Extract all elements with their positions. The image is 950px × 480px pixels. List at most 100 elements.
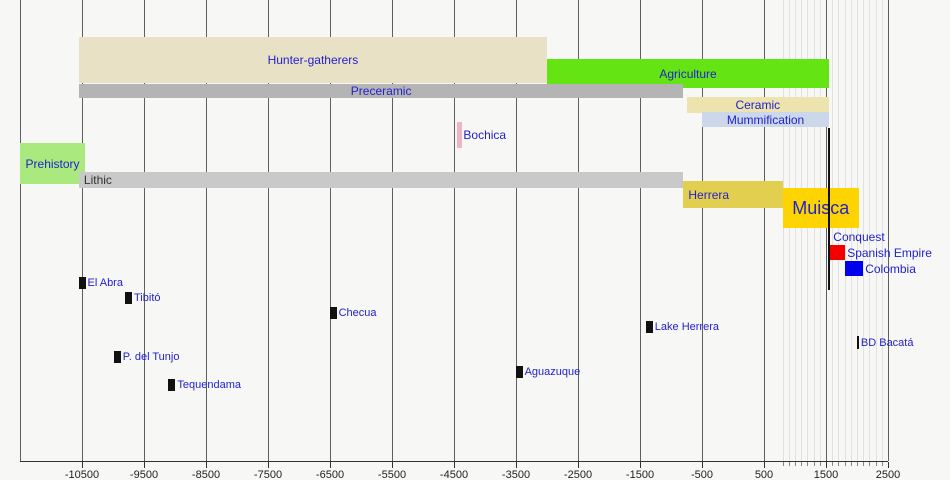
gridline-major [454,0,455,461]
period-label-muisca[interactable]: Muisca [792,198,850,218]
gridline-minor [844,0,846,461]
axis-tick-major [702,462,703,468]
conquest-line [828,128,831,290]
period-bar-prehistory[interactable]: Prehistory [20,143,86,184]
period-label-hunter-gatherers[interactable]: Hunter-gatherers [267,53,359,67]
axis-tick-major [516,462,517,468]
period-label-prehistory[interactable]: Prehistory [25,156,80,171]
axis-tick-label: 2500 [875,469,901,480]
period-bar-spanish-empire[interactable] [828,245,846,260]
period-bar-agriculture[interactable]: Agriculture [547,59,830,88]
gridline-minor [832,0,834,461]
site-label-tequendama[interactable]: Tequendama [177,379,241,391]
x-axis-line [20,461,888,462]
conquest-label[interactable]: Conquest [833,230,885,244]
period-label-lithic: Lithic [83,173,112,187]
gridline-major [206,0,207,461]
gridline-major [640,0,641,461]
period-bar-ceramic[interactable]: Ceramic [686,97,830,113]
site-label-checua[interactable]: Checua [338,307,377,319]
axis-tick-minor [844,462,846,466]
axis-tick-major [888,462,889,468]
gridline-major [392,0,393,461]
axis-tick-minor [875,462,877,466]
site-marker-aguazuque [515,366,523,378]
period-label-herrera[interactable]: Herrera [688,187,730,202]
gridline-minor [857,0,858,461]
gridline-major [20,0,21,461]
axis-tick-minor [813,462,815,466]
gridline-minor [850,0,852,461]
axis-tick-major [330,462,331,468]
axis-tick-major [454,462,455,468]
period-bar-bochica[interactable] [456,122,462,148]
site-marker-checua [329,307,337,319]
axis-tick-label: -4500 [439,469,469,480]
site-label-lake-herrera[interactable]: Lake Herrera [654,321,719,333]
gridline-minor [863,0,865,461]
site-marker-tibito [125,292,132,304]
gridline-major [826,0,827,461]
axis-tick-major [392,462,393,468]
site-label-el-abra[interactable]: El Abra [87,277,123,289]
axis-tick-label: -1500 [625,469,655,480]
axis-tick-major [82,462,83,468]
gridline-major [516,0,517,461]
axis-tick-minor [788,462,790,466]
site-marker-p-del-tunjo [113,351,121,363]
period-bar-hunter-gatherers[interactable]: Hunter-gatherers [78,37,547,83]
gridline-major [764,0,765,461]
gridline-minor [869,0,871,461]
period-label-colombia[interactable]: Colombia [865,261,916,276]
gridline-major [888,0,889,461]
gridline-minor [813,0,815,461]
period-label-spanish-empire[interactable]: Spanish Empire [847,245,932,260]
axis-tick-minor [819,462,821,466]
axis-tick-minor [881,462,883,466]
period-bar-mummification[interactable]: Mummification [702,112,830,127]
period-label-bochica[interactable]: Bochica [463,128,507,142]
gridline-major [144,0,145,461]
site-label-tibito[interactable]: Tibitó [134,292,161,304]
axis-tick-minor [838,462,840,466]
site-label-p-del-tunjo[interactable]: P. del Tunjo [122,351,180,363]
axis-tick-label: -5500 [377,469,407,480]
period-bar-colombia[interactable] [845,261,864,276]
gridline-minor [795,0,796,461]
axis-tick-minor [807,462,809,466]
period-label-ceramic[interactable]: Ceramic [735,98,781,112]
period-label-mummification[interactable]: Mummification [726,112,805,127]
axis-tick-label: -3500 [501,469,531,480]
period-bar-preceramic[interactable]: Preceramic [78,84,684,98]
axis-tick-major [640,462,641,468]
axis-tick-minor [832,462,834,466]
gridline-major [330,0,331,461]
gridline-major [268,0,269,461]
period-label-agriculture[interactable]: Agriculture [659,66,717,81]
axis-tick-major [578,462,579,468]
axis-tick-label: -500 [690,469,714,480]
axis-tick-label: -6500 [315,469,345,480]
axis-tick-major [206,462,207,468]
site-marker-bd-bacata [856,336,859,349]
site-label-bd-bacata[interactable]: BD Bacatá [860,336,914,349]
gridline-minor [788,0,790,461]
period-label-preceramic[interactable]: Preceramic [350,84,412,98]
period-bar-lithic: Lithic [78,172,684,188]
site-marker-lake-herrera [645,321,653,333]
axis-tick-major [144,462,145,468]
axis-tick-minor [801,462,803,466]
period-bar-muisca[interactable]: Muisca [782,188,859,228]
axis-tick-minor [795,462,796,466]
gridline-minor [838,0,840,461]
site-label-aguazuque[interactable]: Aguazuque [524,366,581,378]
axis-tick-label: -7500 [253,469,283,480]
gridline-minor [801,0,803,461]
axis-tick-label: -2500 [563,469,593,480]
period-bar-herrera[interactable]: Herrera [683,181,783,208]
site-marker-el-abra [78,277,86,289]
gridline-minor [819,0,821,461]
axis-tick-minor [850,462,852,466]
gridline-major [578,0,579,461]
